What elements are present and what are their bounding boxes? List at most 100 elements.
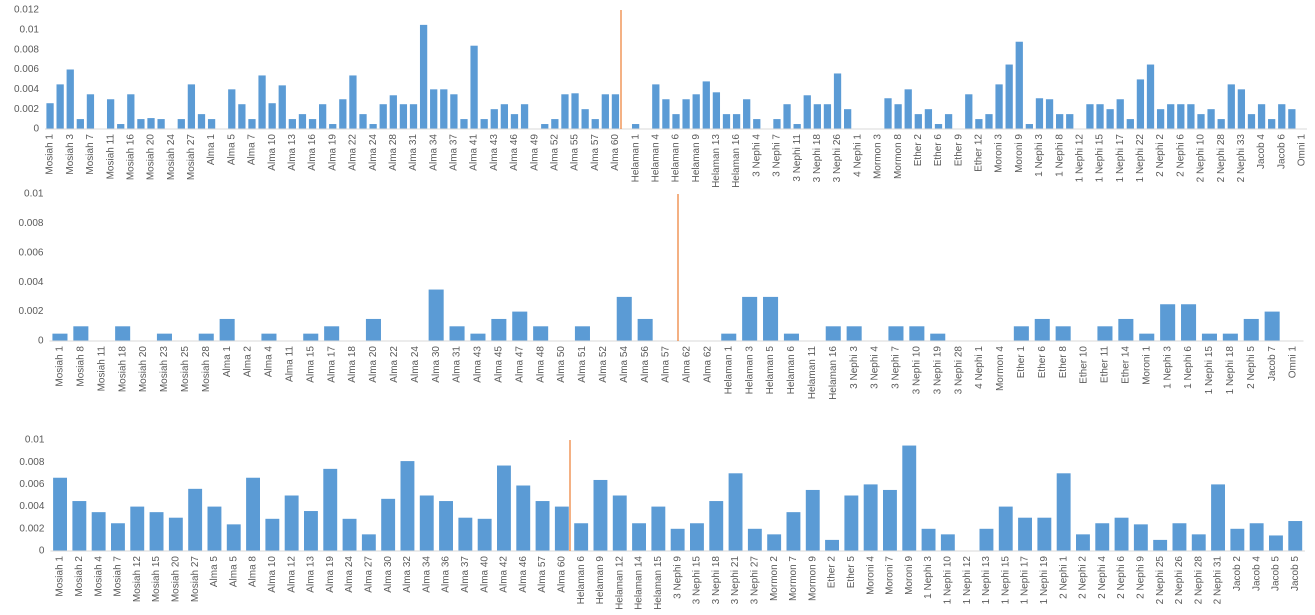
bar (541, 124, 549, 129)
x-tick-label: Alma 30 (383, 556, 394, 593)
x-tick-label: Mormon 9 (807, 556, 818, 601)
bar (1257, 104, 1266, 129)
x-tick-label: Alma 60 (610, 134, 621, 171)
x-tick-label: 1 Nephi 3 (1162, 346, 1173, 389)
bar (111, 523, 125, 551)
bar (846, 326, 862, 341)
bar (888, 326, 904, 341)
x-tick-label: Jacob 5 (1271, 556, 1282, 591)
bar (1045, 99, 1054, 129)
x-tick-label: Alma 24 (344, 556, 355, 593)
bar (554, 506, 569, 551)
x-tick-label: Alma 10 (267, 134, 278, 171)
x-tick-label: 3 Nephi 28 (953, 346, 964, 395)
x-tick-label: 3 Nephi 4 (870, 346, 881, 389)
bar (520, 104, 529, 129)
x-tick-label: Alma 37 (460, 556, 471, 593)
bar (106, 99, 115, 129)
bar (329, 124, 337, 129)
bar (1139, 333, 1155, 341)
bar (157, 119, 165, 129)
x-tick-label: Mosiah 7 (85, 134, 96, 175)
x-tick-label: 3 Nephi 21 (730, 556, 741, 605)
bar (342, 518, 357, 551)
x-tick-label: Ether 2 (827, 556, 838, 589)
x-tick-label: Alma 10 (267, 556, 278, 593)
x-tick-label: 1 Nephi 18 (1225, 346, 1236, 395)
x-tick-label: Alma 37 (449, 134, 460, 171)
bar (516, 485, 531, 551)
x-tick-label: 1 Nephi 17 (1115, 134, 1126, 183)
x-tick-label: Moroni 9 (904, 556, 915, 595)
bar (226, 524, 241, 551)
bar (117, 124, 125, 129)
bar (460, 119, 468, 129)
x-tick-label: Ether 1 (1016, 346, 1027, 379)
x-tick-label: Mosiah 25 (180, 346, 191, 393)
bar (72, 501, 87, 551)
x-tick-label: 3 Nephi 9 (672, 556, 683, 599)
x-tick-label: Mosiah 27 (186, 134, 197, 181)
x-tick-label: Alma 2 (243, 346, 254, 378)
y-tick-label: 0.012 (14, 5, 39, 16)
bar (571, 93, 579, 129)
bar (934, 124, 943, 129)
x-tick-label: 1 Nephi 13 (981, 556, 992, 605)
bar (470, 45, 478, 130)
bar (1126, 119, 1134, 129)
bar (965, 94, 973, 129)
x-tick-label: Moroni 4 (865, 556, 876, 595)
y-tick-label: 0.01 (24, 189, 44, 200)
x-tick-label: Mosiah 18 (117, 346, 128, 393)
x-tick-label: Alma 11 (284, 346, 295, 382)
x-tick-label: Alma 19 (327, 134, 338, 171)
x-tick-label: 2 Nephi 5 (1246, 346, 1257, 389)
x-tick-label: 1 Nephi 12 (1074, 134, 1085, 183)
y-tick-label: 0.002 (19, 523, 44, 534)
x-tick-label: 1 Nephi 3 (923, 556, 934, 599)
x-tick-label: Jacob 5 (1290, 556, 1301, 591)
x-tick-label: Mosiah 3 (65, 134, 76, 175)
x-tick-label: Alma 46 (509, 134, 520, 171)
bar (844, 495, 859, 551)
bar (73, 326, 89, 341)
bar (369, 124, 377, 129)
bar (1035, 98, 1044, 129)
bar (1015, 41, 1023, 129)
bar (924, 109, 933, 129)
bar (490, 109, 498, 129)
bar (349, 75, 357, 129)
x-tick-label: Alma 24 (410, 346, 421, 383)
x-tick-label: 3 Nephi 15 (692, 556, 703, 605)
bar (359, 114, 367, 129)
bar (803, 95, 811, 129)
bar (672, 114, 680, 129)
x-tick-label: Moroni 1 (1141, 346, 1152, 385)
x-tick-label: Alma 54 (619, 346, 630, 383)
bar (53, 477, 67, 551)
x-tick-label: Mosiah 8 (75, 346, 86, 387)
bar (944, 114, 953, 129)
bar (1191, 534, 1206, 551)
bar (1116, 99, 1124, 129)
bar (91, 512, 106, 551)
bar (1268, 119, 1276, 129)
bar (198, 333, 214, 341)
bar (284, 495, 299, 551)
bar (561, 94, 569, 129)
x-tick-label: 1 Nephi 22 (1135, 134, 1146, 183)
bar (883, 489, 897, 551)
bar (1136, 79, 1145, 129)
bar (149, 512, 164, 551)
bar (742, 296, 758, 341)
x-tick-label: Alma 24 (368, 134, 379, 171)
bar (535, 501, 550, 551)
bar (449, 326, 465, 341)
x-tick-label: 1 Nephi 8 (1054, 134, 1065, 177)
bar (823, 104, 832, 129)
bar (581, 109, 589, 129)
x-tick-label: Alma 51 (577, 346, 588, 383)
bar (1217, 119, 1225, 129)
bar (1037, 517, 1052, 551)
bar (1106, 109, 1114, 129)
